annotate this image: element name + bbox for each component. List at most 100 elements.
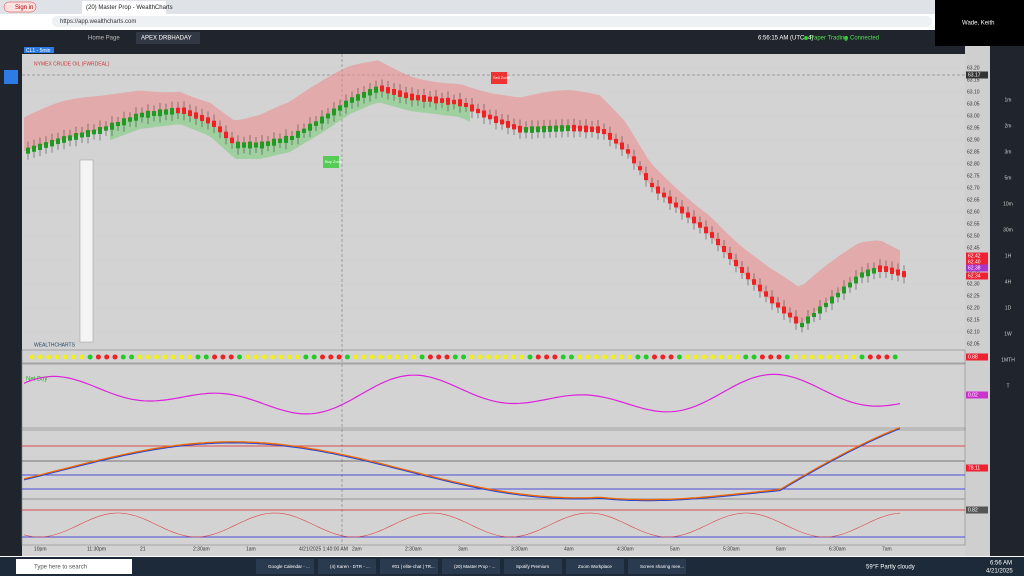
signal-dot [569, 354, 574, 360]
app-tab-active[interactable] [136, 32, 200, 44]
signal-dot [120, 354, 126, 360]
candle [440, 98, 444, 103]
candle [812, 312, 816, 318]
signal-dot [154, 354, 159, 360]
taskbar-item[interactable] [380, 559, 438, 574]
timeframe[interactable]: 1MTH [1001, 357, 1015, 363]
signal-dot [577, 354, 583, 360]
price-tick: 62.75 [967, 173, 980, 179]
signal-dot [801, 354, 807, 360]
timeframe[interactable]: 1m [1005, 97, 1012, 103]
pane-border [21, 349, 966, 365]
candle [326, 113, 330, 119]
candle [536, 126, 540, 133]
signal-dot [145, 354, 151, 360]
candle [860, 272, 864, 278]
signal-dot [784, 354, 790, 360]
sign-in-button[interactable] [3, 1, 37, 13]
candle [620, 142, 624, 150]
candle [800, 322, 804, 328]
candle [518, 125, 522, 133]
url-field[interactable] [52, 16, 932, 27]
candle [818, 306, 822, 314]
price-flag-text: 0.82 [968, 507, 978, 513]
app-tab[interactable]: APEX DRBHADAY [141, 36, 192, 42]
candle [92, 129, 96, 135]
candle [146, 110, 150, 118]
timeframe[interactable]: 5m [1005, 175, 1012, 181]
timeframe[interactable]: 4H [1005, 279, 1012, 285]
signal-dot [162, 354, 168, 360]
candle [776, 302, 780, 308]
signal-dot [635, 354, 641, 360]
price-flag-text: 62.40 [968, 259, 981, 265]
symbol-box[interactable] [24, 47, 54, 53]
signal-dot [54, 354, 60, 360]
candle [320, 116, 324, 124]
search-box[interactable] [16, 559, 132, 574]
taskbar-item[interactable] [442, 559, 500, 574]
price-tick: 62.45 [967, 245, 980, 251]
candle [344, 100, 348, 108]
signal-dot [411, 354, 417, 360]
candle [38, 143, 42, 151]
candle [332, 108, 336, 116]
candle [446, 97, 450, 105]
search-text: Type here to search [34, 565, 87, 571]
price-flag-text: 62.38 [968, 265, 981, 271]
signal-dot [676, 354, 682, 360]
taskbar-item[interactable] [566, 559, 624, 574]
candle [824, 302, 828, 308]
signal-dot [95, 354, 101, 360]
candle [488, 114, 492, 120]
candle [782, 306, 786, 314]
taskbar-item[interactable] [256, 559, 314, 574]
signal-dot [486, 354, 491, 360]
timeframe[interactable]: 1W [1004, 331, 1012, 337]
signal-dot [270, 354, 276, 360]
signal-dot [826, 354, 832, 360]
add-button[interactable] [4, 70, 18, 84]
candle [434, 96, 438, 104]
candle [428, 96, 432, 102]
candle [632, 156, 636, 164]
candle [398, 90, 402, 97]
candle [614, 138, 618, 144]
candle [224, 131, 228, 139]
timeframe[interactable]: 10m [1003, 201, 1013, 207]
candle [464, 102, 468, 108]
signal-dot [353, 354, 359, 360]
drawing-tools[interactable] [79, 159, 94, 343]
timeframe[interactable]: 2m [1005, 123, 1012, 129]
candle [554, 125, 558, 132]
signal-dot [129, 354, 135, 360]
signal-dot [369, 354, 375, 360]
candle [116, 121, 120, 127]
timeframe[interactable]: 1H [1005, 253, 1012, 259]
timeframe[interactable]: 3m [1005, 149, 1012, 155]
timeframe[interactable]: T [1006, 383, 1009, 389]
signal-dot [535, 354, 541, 360]
taskbar-item-text: Zoom Workplace [578, 564, 612, 569]
candle [410, 93, 414, 101]
candle [458, 99, 462, 107]
taskbar-item[interactable] [504, 559, 562, 574]
timeframe[interactable]: 1D [1005, 305, 1012, 311]
sell-zone [491, 72, 507, 84]
taskbar-item[interactable] [318, 559, 376, 574]
candle [164, 109, 168, 115]
time-label: 4am [564, 546, 574, 552]
time-label: 7am [882, 546, 892, 552]
timeframe[interactable]: 30m [1003, 227, 1013, 233]
candle [98, 127, 102, 134]
buy-zone-text: Buy Zone [325, 159, 343, 164]
app-tab[interactable]: Home Page [88, 36, 120, 42]
tray-date: 4/21/2025 [986, 569, 1013, 575]
time-label: 3:30am [511, 546, 528, 552]
candle [584, 125, 588, 133]
active-tab[interactable] [82, 1, 166, 14]
candle [200, 114, 204, 122]
taskbar-item[interactable] [628, 559, 686, 574]
price-flag-text: 78.11 [968, 465, 980, 471]
